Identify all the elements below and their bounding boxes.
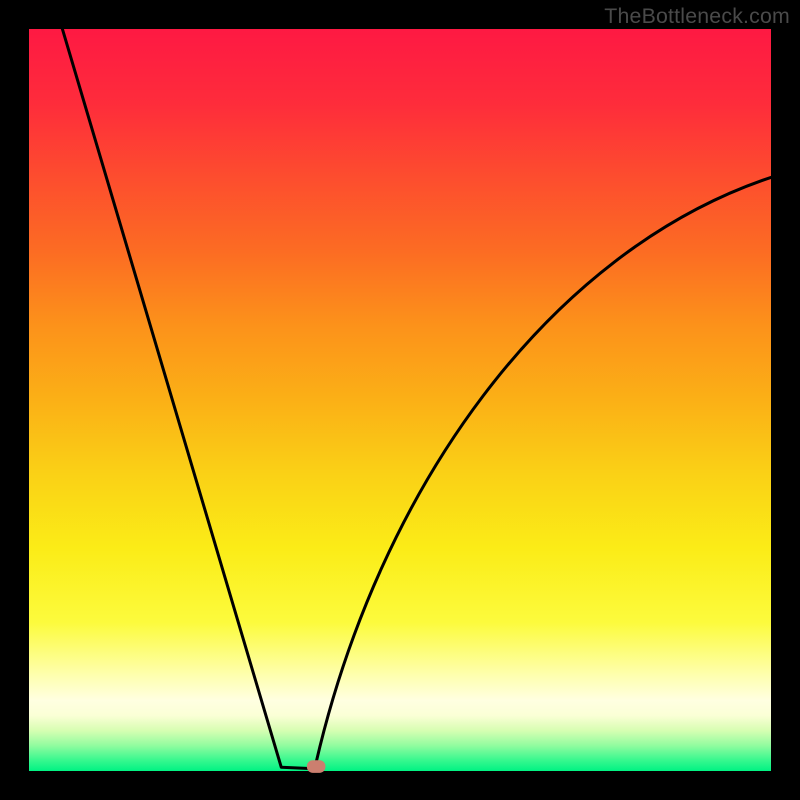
- optimal-point-marker: [307, 760, 326, 773]
- plot-background: [29, 29, 771, 771]
- bottleneck-chart: [0, 0, 800, 800]
- watermark-text: TheBottleneck.com: [604, 4, 790, 29]
